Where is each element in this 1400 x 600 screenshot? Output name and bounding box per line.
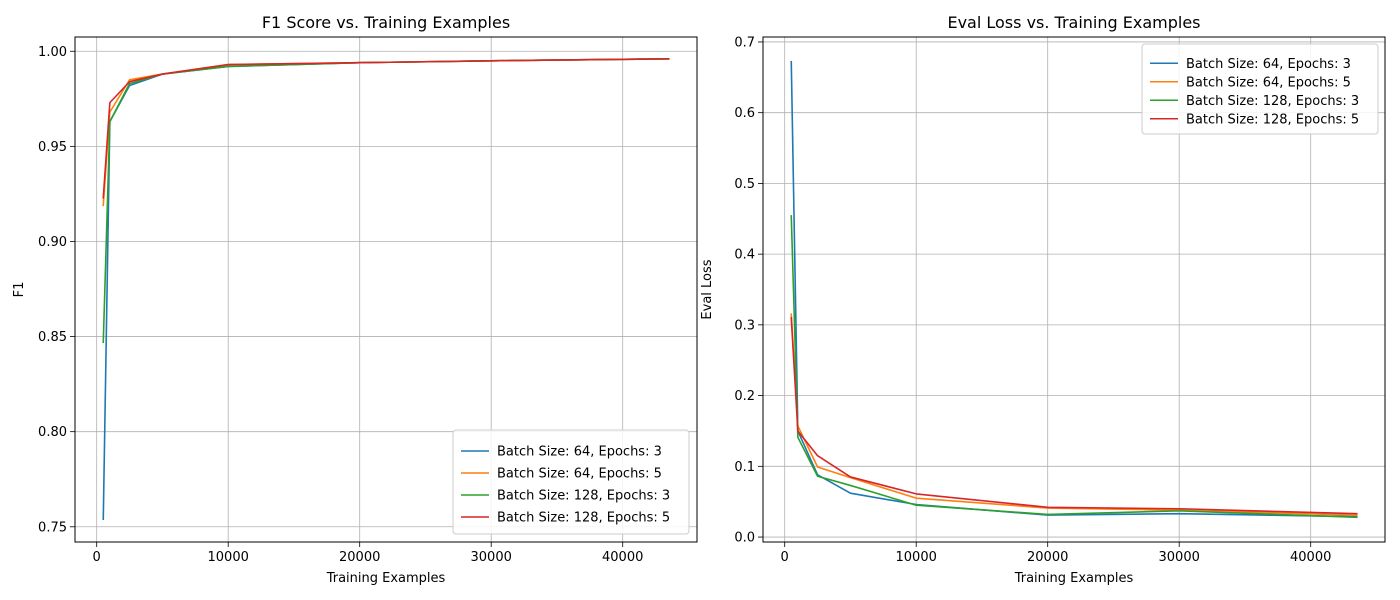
f1-grid [75, 37, 697, 542]
f1-legend-box [452, 429, 690, 535]
f1-x-axis-label: Training Examples [326, 571, 446, 586]
f1-x-tick-label: 30000 [471, 550, 512, 565]
f1-x-tick-label: 20000 [339, 550, 380, 565]
eval-loss-legend-box [1141, 43, 1379, 135]
eval-loss-series-line-2 [790, 313, 1358, 516]
f1-legend-label-1: Batch Size: 64, Epochs: 3 [497, 445, 662, 460]
eval-loss-series-line-3 [790, 215, 1358, 519]
eval-loss-series-line-4 [790, 316, 1358, 515]
eval-loss-x-tick-label: 30000 [1159, 550, 1200, 565]
eval-loss-x-tick-label: 0 [781, 550, 789, 565]
eval-loss-y-axis-label: Eval Loss [700, 259, 715, 319]
f1-y-tick-label: 0.90 [38, 235, 67, 250]
f1-y-tick-label: 1.00 [38, 45, 67, 60]
f1-legend: Batch Size: 64, Epochs: 3 Batch Size: 64,… [452, 429, 690, 535]
f1-x-tick-label: 10000 [208, 550, 249, 565]
eval-loss-x-axis-label: Training Examples [1014, 571, 1134, 586]
eval-loss-y-tick-label: 0.2 [734, 389, 755, 404]
f1-y-axis-label: F1 [12, 282, 27, 298]
f1-x-tick-label: 0 [93, 550, 101, 565]
f1-ticks: 0 10000 20000 30000 40000 0.75 0.80 0.85 0.90 0.9… [38, 45, 643, 565]
f1-chart: 0 10000 20000 30000 40000 0.75 0.80 0.85 0.90 0.9… [12, 13, 698, 586]
eval-loss-legend-label-4: Batch Size: 128, Epochs: 5 [1186, 112, 1359, 127]
f1-chart-title: F1 Score vs. Training Examples [262, 13, 510, 32]
eval-loss-y-tick-label: 0.7 [734, 35, 755, 50]
f1-legend-label-2: Batch Size: 64, Epochs: 5 [497, 467, 662, 482]
eval-loss-x-tick-label: 20000 [1027, 550, 1068, 565]
eval-loss-x-tick-label: 10000 [896, 550, 937, 565]
eval-loss-legend-label-3: Batch Size: 128, Epochs: 3 [1186, 94, 1359, 109]
eval-loss-x-tick-label: 40000 [1290, 550, 1331, 565]
f1-y-tick-label: 0.75 [38, 520, 67, 535]
f1-legend-label-4: Batch Size: 128, Epochs: 5 [497, 511, 670, 526]
f1-y-tick-label: 0.95 [38, 140, 67, 155]
eval-loss-legend-label-2: Batch Size: 64, Epochs: 5 [1186, 75, 1351, 90]
eval-loss-y-tick-label: 0.0 [734, 531, 755, 546]
f1-plot-frame [74, 36, 698, 543]
eval-loss-lines [790, 60, 1358, 519]
f1-y-tick-label: 0.80 [38, 425, 67, 440]
eval-loss-chart-title: Eval Loss vs. Training Examples [947, 13, 1200, 32]
f1-y-tick-label: 0.85 [38, 330, 67, 345]
f1-lines [102, 58, 670, 520]
eval-loss-series-line-1 [790, 60, 1358, 518]
eval-loss-legend: Batch Size: 64, Epochs: 3 Batch Size: 64,… [1141, 43, 1379, 135]
eval-loss-y-tick-label: 0.3 [734, 318, 755, 333]
f1-x-tick-label: 40000 [602, 550, 643, 565]
eval-loss-y-tick-label: 0.1 [734, 460, 755, 475]
eval-loss-y-tick-label: 0.4 [734, 248, 755, 263]
eval-loss-y-tick-label: 0.6 [734, 106, 755, 121]
eval-loss-ticks: 0 10000 20000 30000 40000 0.0 0.1 0.2 0.3 0.4 0.5 0… [734, 35, 1331, 565]
eval-loss-chart: 0 10000 20000 30000 40000 0.0 0.1 0.2 0.3 0.4 0.5 0… [700, 13, 1386, 586]
f1-series-line-4 [102, 58, 670, 199]
f1-legend-label-3: Batch Size: 128, Epochs: 3 [497, 489, 670, 504]
eval-loss-y-tick-label: 0.5 [734, 177, 755, 192]
eval-loss-legend-label-1: Batch Size: 64, Epochs: 3 [1186, 57, 1351, 72]
eval-loss-plot-frame [762, 36, 1386, 543]
